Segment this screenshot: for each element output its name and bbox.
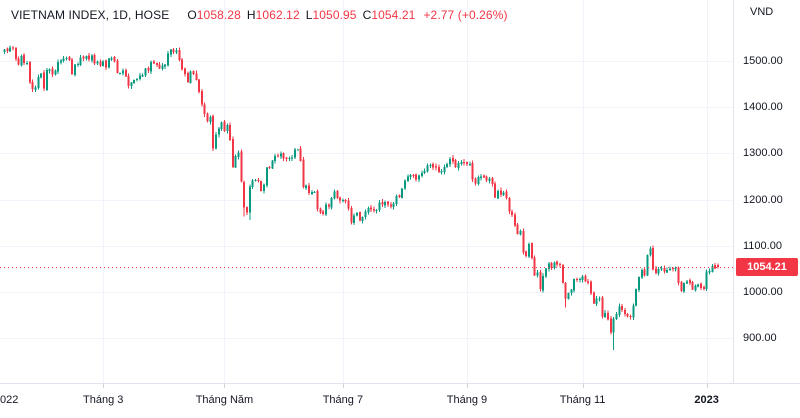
- price-tick-label: 1100.00: [743, 239, 782, 252]
- time-tick-mark: [467, 384, 468, 388]
- time-tick-mark: [583, 384, 584, 388]
- time-tick-label: Tháng 3: [83, 394, 124, 406]
- candles: [3, 45, 719, 351]
- symbol-title[interactable]: VIETNAM INDEX, 1D, HOSE: [11, 8, 170, 22]
- close-label: C: [362, 8, 372, 22]
- open-value: 1058.28: [196, 8, 241, 22]
- time-tick-label: Tháng 9: [446, 394, 488, 406]
- time-axis[interactable]: 022 Tháng 3 Tháng Năm Tháng 7 Tháng 9 Tháng 1…: [0, 383, 800, 418]
- currency-label: VND: [750, 6, 774, 18]
- time-tick-mark: [224, 384, 225, 388]
- gridlines: [0, 0, 733, 383]
- time-tick-mark: [103, 384, 104, 388]
- time-tick-mark: [707, 384, 708, 388]
- high-value: 1062.12: [255, 8, 300, 22]
- change-value: +2.77 (+0.26%): [423, 8, 508, 22]
- price-tick-label: 900.00: [743, 332, 777, 345]
- price-tick-label: 1500.00: [743, 55, 783, 67]
- price-axis[interactable]: VND 1054.21 1500.00 1400.00 1300.00 1200.00…: [733, 0, 800, 383]
- price-tick-label: 1000.00: [743, 286, 783, 298]
- time-tick-label: Tháng 7: [322, 394, 364, 406]
- candlestick-plot[interactable]: [0, 0, 733, 383]
- time-tick-label: 2023: [694, 394, 719, 406]
- low-label: L: [305, 8, 313, 22]
- price-tick-label: 1400.00: [743, 101, 783, 114]
- time-tick-label: 022: [0, 394, 19, 406]
- time-tick-mark: [343, 384, 344, 388]
- low-value: 1050.95: [312, 8, 357, 22]
- time-tick-label: Tháng Năm: [195, 394, 254, 406]
- price-tick-label: 1300.00: [743, 147, 783, 160]
- symbol-legend: VIETNAM INDEX, 1D, HOSE O1058.28 H1062.12 L…: [11, 8, 508, 22]
- close-value: 1054.21: [371, 8, 416, 22]
- high-label: H: [246, 8, 256, 22]
- time-tick-label: Tháng 11: [559, 394, 606, 406]
- open-label: O: [187, 8, 197, 22]
- price-tick-label: 1200.00: [743, 193, 783, 206]
- last-price-badge: 1054.21: [736, 257, 798, 276]
